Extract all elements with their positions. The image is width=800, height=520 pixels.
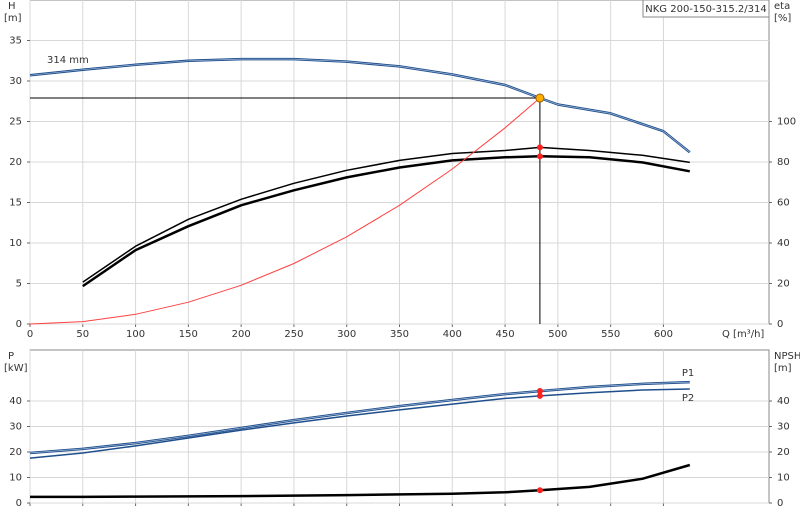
y2-tick-label: 100	[777, 117, 796, 128]
y-axis-unit: [kW]	[4, 363, 28, 374]
y2-tick-label: 0	[777, 498, 783, 509]
x-tick-label: 350	[390, 329, 409, 340]
series-highlight	[29, 381, 690, 454]
y2-tick-label: 40	[777, 238, 790, 249]
series-line	[29, 97, 541, 325]
y-tick-label: 20	[9, 157, 22, 168]
y2-tick-label: 60	[777, 198, 790, 209]
series-line	[82, 146, 690, 283]
title-box	[642, 0, 770, 18]
series-highlight	[29, 58, 691, 153]
series-line	[29, 57, 691, 154]
y2-tick-label: 30	[777, 422, 790, 433]
y2-tick-label: 10	[777, 473, 790, 484]
y2-axis-unit: [m]	[774, 363, 792, 374]
x-tick-label: 200	[232, 329, 251, 340]
y-tick-label: 10	[9, 473, 22, 484]
duty-marker	[536, 144, 543, 151]
y-tick-label: 40	[9, 396, 22, 407]
y2-axis-label: NPSH	[774, 351, 800, 362]
y-axis-label: H	[8, 1, 16, 12]
y2-axis-unit: [%]	[774, 13, 791, 24]
y-tick-label: 5	[16, 279, 22, 290]
chart-title: NKG 200-150-315.2/314	[645, 4, 766, 15]
duty-marker	[536, 392, 543, 399]
y2-tick-label: 20	[777, 447, 790, 458]
series-line	[29, 388, 690, 459]
series-label: P1	[682, 368, 694, 379]
y-tick-label: 0	[16, 498, 22, 509]
y-tick-label: 20	[9, 447, 22, 458]
y-tick-label: 30	[9, 422, 22, 433]
x-tick-label: 50	[76, 329, 89, 340]
x-axis-label: Q [m³/h]	[722, 329, 764, 340]
x-tick-label: 300	[337, 329, 356, 340]
series-line	[30, 463, 691, 499]
x-tick-label: 100	[126, 329, 145, 340]
x-tick-label: 500	[548, 329, 567, 340]
x-tick-label: 600	[654, 329, 673, 340]
x-tick-label: 550	[601, 329, 620, 340]
x-tick-label: 400	[443, 329, 462, 340]
y-axis-label: P	[8, 351, 14, 362]
y-tick-label: 35	[9, 36, 22, 47]
x-tick-label: 250	[284, 329, 303, 340]
duty-point	[535, 93, 545, 103]
series-label: P2	[682, 393, 694, 404]
series-label: 314 mm	[47, 55, 89, 66]
duty-marker	[536, 487, 543, 494]
duty-marker	[536, 388, 543, 395]
duty-marker	[536, 153, 543, 160]
y-tick-label: 30	[9, 76, 22, 87]
y2-tick-label: 20	[777, 279, 790, 290]
y-axis-unit: [m]	[4, 13, 22, 24]
y2-tick-label: 40	[777, 396, 790, 407]
y-tick-label: 15	[9, 198, 22, 209]
x-tick-label: 450	[496, 329, 515, 340]
x-tick-label: 0	[27, 329, 33, 340]
y-tick-label: 10	[9, 238, 22, 249]
y-tick-label: 0	[16, 319, 22, 330]
x-tick-label: 150	[179, 329, 198, 340]
y2-axis-label: eta	[774, 1, 790, 12]
series-line	[82, 155, 691, 288]
y2-tick-label: 80	[777, 157, 790, 168]
y2-tick-label: 0	[777, 319, 783, 330]
y-tick-label: 25	[9, 117, 22, 128]
